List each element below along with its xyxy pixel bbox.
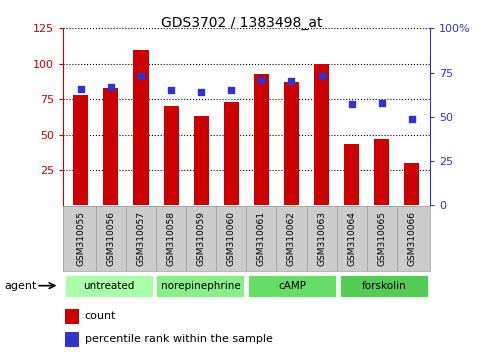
Bar [339,274,429,298]
Bar [284,82,299,205]
Bar [374,139,389,205]
Point [378,100,385,105]
Text: forskolin: forskolin [362,281,406,291]
Point [198,89,205,95]
Text: GDS3702 / 1383498_at: GDS3702 / 1383498_at [161,16,322,30]
Text: GSM310057: GSM310057 [137,211,145,266]
Bar [254,74,269,205]
Point [318,73,326,79]
Text: untreated: untreated [83,281,134,291]
Point [257,77,265,82]
Point [77,86,85,91]
Bar [314,64,329,205]
Text: GSM310056: GSM310056 [106,211,115,266]
Point [348,102,355,107]
Text: count: count [85,312,116,321]
Text: norepinephrine: norepinephrine [160,281,241,291]
Text: GSM310064: GSM310064 [347,211,356,266]
Bar [164,106,179,205]
Text: GSM310060: GSM310060 [227,211,236,266]
Bar [404,163,419,205]
Text: GSM310062: GSM310062 [287,211,296,266]
Point [408,116,416,121]
Text: GSM310061: GSM310061 [257,211,266,266]
Bar [133,50,149,205]
Bar [194,116,209,205]
Bar [156,274,245,298]
Text: cAMP: cAMP [278,281,306,291]
Text: GSM310058: GSM310058 [167,211,176,266]
Point [137,73,145,79]
Point [107,84,115,90]
Bar [247,274,337,298]
Text: GSM310063: GSM310063 [317,211,326,266]
Bar [64,274,154,298]
Point [167,87,175,93]
Bar [65,309,80,324]
Bar [344,144,359,205]
Text: GSM310065: GSM310065 [377,211,386,266]
Text: agent: agent [5,281,37,291]
Bar [65,332,80,347]
Point [227,87,235,93]
Text: GSM310059: GSM310059 [197,211,206,266]
Text: GSM310055: GSM310055 [76,211,85,266]
Text: GSM310066: GSM310066 [407,211,416,266]
Bar [103,88,118,205]
Point [287,79,295,84]
Text: percentile rank within the sample: percentile rank within the sample [85,335,272,344]
Bar [73,95,88,205]
Bar [224,102,239,205]
